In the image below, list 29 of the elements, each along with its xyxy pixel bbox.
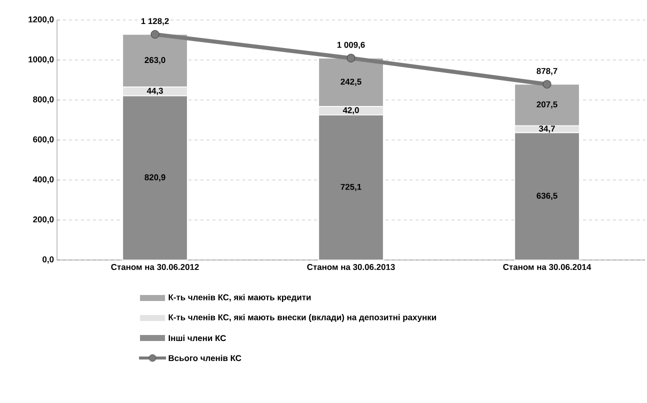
data-label: 1 128,2 <box>141 18 169 26</box>
data-label: 207,5 <box>536 101 558 109</box>
data-label: 878,7 <box>536 68 558 76</box>
data-label: 34,7 <box>538 126 555 133</box>
x-tick-label: Станом на 30.06.2012 <box>111 264 199 270</box>
data-label: 1 009,6 <box>337 42 365 50</box>
data-label: 42,0 <box>342 107 359 114</box>
legend-label: Всього членів КС <box>168 354 242 362</box>
x-tick-label: Станом на 30.06.2013 <box>307 264 395 270</box>
data-label: 820,9 <box>144 174 166 182</box>
y-tick-label: 800,0 <box>33 96 54 104</box>
data-label: 725,1 <box>340 184 362 192</box>
y-tick-label: 600,0 <box>33 136 54 144</box>
y-tick-label: 1200,0 <box>28 16 54 24</box>
y-tick-label: 0,0 <box>42 256 54 264</box>
x-tick-label: Станом на 30.06.2014 <box>503 264 592 270</box>
legend-label: Інші члени КС <box>168 334 226 342</box>
point <box>346 54 356 62</box>
data-label: 636,5 <box>536 192 558 200</box>
y-tick-label: 400,0 <box>32 176 54 184</box>
y-tick-label: 1000,0 <box>28 56 54 64</box>
data-label: 263,0 <box>144 57 166 64</box>
point <box>542 80 552 89</box>
y-tick-label: 200,0 <box>33 216 54 224</box>
data-label: 242,5 <box>340 78 362 86</box>
data-label: 44,3 <box>146 88 163 95</box>
point <box>150 30 160 39</box>
legend-label: К-ть членів КС, які мають внески (вклади) на депозитні рахунки <box>168 314 436 322</box>
legend-label: К-ть членів КС, які мають кредити <box>168 294 311 302</box>
